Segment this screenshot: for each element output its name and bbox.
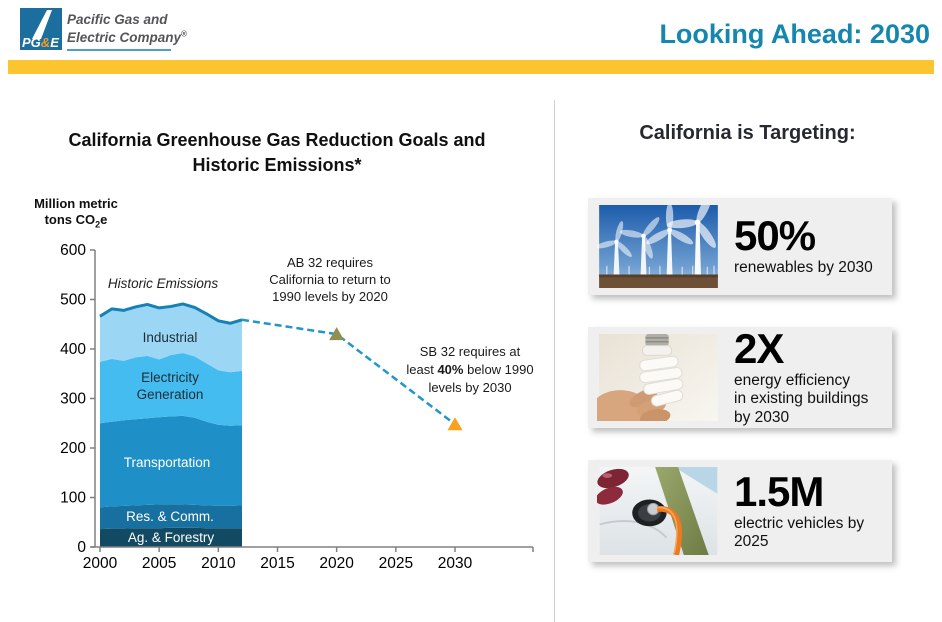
target-value-ev: 1.5M: [734, 467, 824, 515]
target-card-ev: 1.5M electric vehicles by 2025: [588, 460, 892, 562]
pge-logo: PG&E: [20, 8, 62, 50]
y-tick-label: 600: [60, 242, 86, 259]
target-value-renewables: 50%: [734, 212, 816, 260]
cfl-bulb-image: [597, 334, 718, 421]
emissions-chart: 0 100 200 300 400 500 600 2000 2005 2010 2015 2020 2…: [60, 242, 534, 572]
area-electricity-generation: [100, 352, 242, 426]
company-underline: [67, 49, 171, 51]
y-tick-label: 400: [60, 341, 86, 358]
historic-total-line: [99, 302, 243, 325]
x-tick-label: 2020: [319, 555, 354, 572]
vertical-divider: [554, 100, 555, 622]
company-name-line2: Electric Company®: [67, 29, 187, 45]
target-desc-ev: electric vehicles by 2025: [734, 514, 865, 550]
company-name-line1: Pacific Gas and: [67, 12, 168, 27]
spiral-bulb: [639, 355, 684, 407]
area-transportation: [100, 415, 242, 508]
target-desc-renewables: renewables by 2030: [734, 259, 873, 277]
x-tick-label: 2010: [201, 555, 236, 572]
chart-label: Res. & Comm.: [126, 509, 214, 524]
area-res-comm-: [100, 504, 242, 530]
x-tick-label: 2015: [260, 555, 294, 572]
chart-label: Transportation: [124, 455, 211, 470]
chart-title: California Greenhouse Gas Reduction Goal…: [68, 130, 486, 175]
wind-turbines-image: [597, 205, 718, 288]
chart-label: Industrial: [143, 330, 198, 345]
company-name: Pacific Gas and Electric Company®: [67, 11, 187, 46]
target-value-efficiency: 2X: [734, 325, 784, 373]
logo-text: PG&E: [22, 35, 59, 50]
target-card-renewables: 50% renewables by 2030: [588, 198, 892, 295]
area-industrial: [100, 303, 242, 373]
target-card-efficiency: 2X energy efficiency in existing buildin…: [588, 327, 892, 428]
targeting-heading: California is Targeting:: [639, 122, 856, 144]
socket: [642, 334, 673, 356]
y-tick-label: 200: [60, 440, 86, 457]
annotation-text: AB 32 requires California to return to 199…: [269, 255, 390, 304]
slide-title: Looking Ahead: 2030: [659, 19, 930, 49]
chart-label: Ag. & Forestry: [128, 530, 215, 545]
chart-label: Electricity Generation: [137, 370, 204, 402]
y-tick-label: 300: [60, 391, 86, 408]
target-marker-2020: [329, 327, 345, 341]
area-ag-forestry: [100, 527, 242, 547]
x-tick-label: 2030: [438, 555, 473, 572]
large-turbines: [597, 205, 716, 275]
annotation-text: SB 32 requires at least 40% below 1990 lev…: [406, 344, 533, 395]
x-tick-label: 2025: [379, 555, 413, 572]
chart-label: Historic Emissions: [108, 276, 219, 291]
target-desc-efficiency: energy efficiency in existing buildings …: [734, 372, 869, 426]
y-tick-label: 0: [77, 539, 86, 556]
yellow-accent-bar: [8, 60, 934, 74]
lightning-bolt-icon: [32, 10, 52, 39]
y-tick-label: 100: [60, 490, 86, 507]
target-marker-2030: [447, 417, 463, 431]
y-tick-label: 500: [60, 292, 86, 309]
x-tick-label: 2005: [142, 555, 176, 572]
y-axis-unit-label: Million metric tons CO2e: [34, 196, 118, 230]
x-tick-label: 2000: [83, 555, 118, 572]
ev-charging-image: [597, 467, 718, 555]
